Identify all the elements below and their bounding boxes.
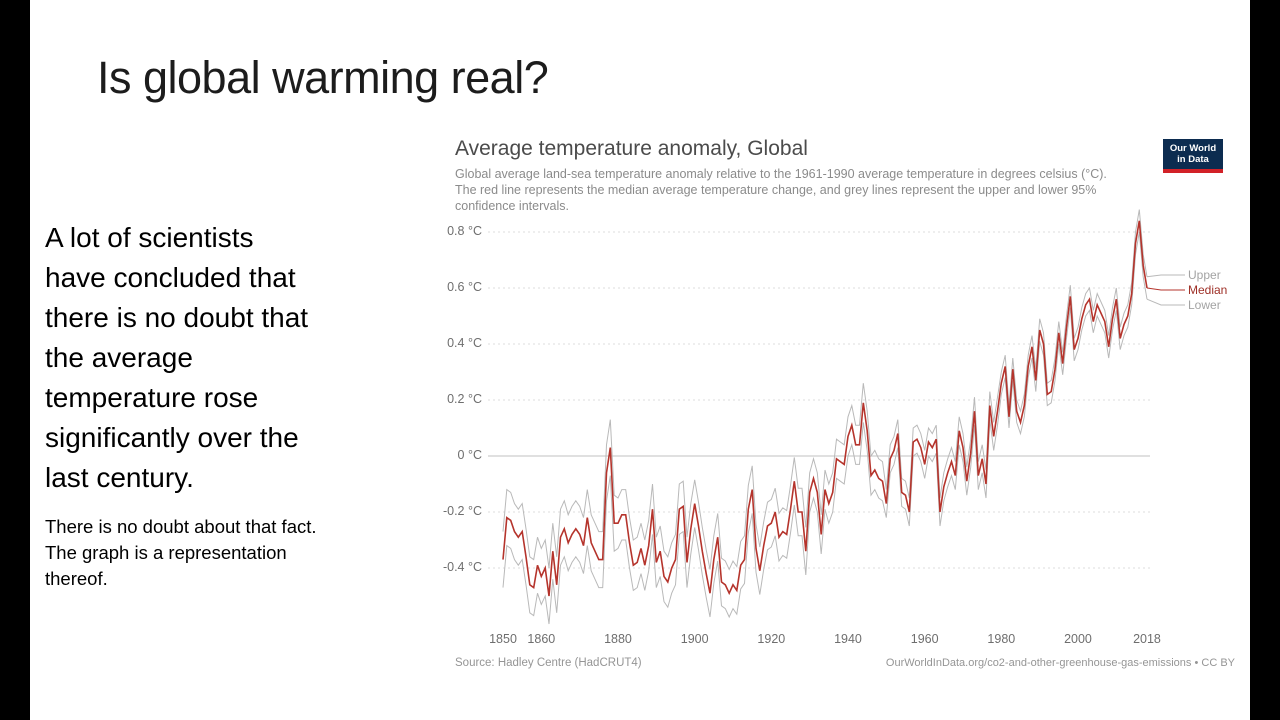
letterbox-right bbox=[1250, 0, 1280, 720]
chart-source: Source: Hadley Centre (HadCRUT4) bbox=[455, 657, 642, 669]
slide-body-text: A lot of scientists have concluded that … bbox=[45, 218, 385, 498]
chart-attribution: OurWorldInData.org/co2-and-other-greenho… bbox=[885, 657, 1235, 669]
y-axis-tick-label: 0.6 °C bbox=[447, 280, 482, 294]
y-axis-tick-label: -0.2 °C bbox=[442, 504, 482, 518]
x-axis-tick-label: 1940 bbox=[834, 632, 862, 646]
owid-logo-text: Our World in Data bbox=[1163, 139, 1223, 165]
x-axis-tick-label: 1980 bbox=[987, 632, 1016, 646]
legend-upper-label: Upper bbox=[1188, 268, 1221, 282]
legend-median-label: Median bbox=[1188, 283, 1228, 297]
x-axis-tick-label: 1900 bbox=[680, 632, 709, 646]
note-line: thereof. bbox=[45, 568, 108, 589]
y-axis-tick-label: 0.4 °C bbox=[447, 336, 482, 350]
x-axis-tick-label: 1880 bbox=[604, 632, 632, 646]
body-line: last century. bbox=[45, 462, 194, 493]
body-line: have concluded that bbox=[45, 262, 296, 293]
x-axis-tick-label: 1920 bbox=[757, 632, 786, 646]
y-axis-tick-label: 0.2 °C bbox=[447, 392, 482, 406]
owid-logo-line: Our World bbox=[1169, 143, 1217, 154]
y-axis-tick-label: 0.8 °C bbox=[447, 224, 482, 238]
x-axis-tick-label: 1960 bbox=[910, 632, 939, 646]
owid-logo-line: in Data bbox=[1177, 154, 1209, 165]
x-axis-tick-label: 1860 bbox=[527, 632, 556, 646]
x-axis-tick-label: 2000 bbox=[1064, 632, 1092, 646]
temperature-anomaly-plot bbox=[488, 209, 1185, 625]
body-line: A lot of scientists bbox=[45, 222, 254, 253]
note-line: The graph is a representation bbox=[45, 542, 287, 563]
owid-logo: Our World in Data bbox=[1163, 139, 1223, 173]
y-axis-tick-label: 0 °C bbox=[457, 448, 482, 462]
y-axis-tick-label: -0.4 °C bbox=[442, 560, 482, 574]
chart-subtitle: Global average land-sea temperature anom… bbox=[455, 167, 1107, 213]
chart-title: Average temperature anomaly, Global bbox=[455, 137, 808, 160]
legend-lower-label: Lower bbox=[1188, 298, 1221, 312]
body-line: significantly over the bbox=[45, 422, 299, 453]
slide-title: Is global warming real? bbox=[97, 52, 549, 103]
owid-logo-red-underline bbox=[1163, 169, 1223, 173]
slide-note-text: There is no doubt about that fact. The g… bbox=[45, 514, 385, 592]
note-line: There is no doubt about that fact. bbox=[45, 516, 317, 537]
letterbox-left bbox=[0, 0, 30, 720]
body-line: there is no doubt that bbox=[45, 302, 309, 333]
x-axis-tick-label: 2018 bbox=[1133, 632, 1161, 646]
body-line: temperature rose bbox=[45, 382, 259, 413]
x-axis-tick-label: 1850 bbox=[489, 632, 517, 646]
body-line: the average bbox=[45, 342, 193, 373]
